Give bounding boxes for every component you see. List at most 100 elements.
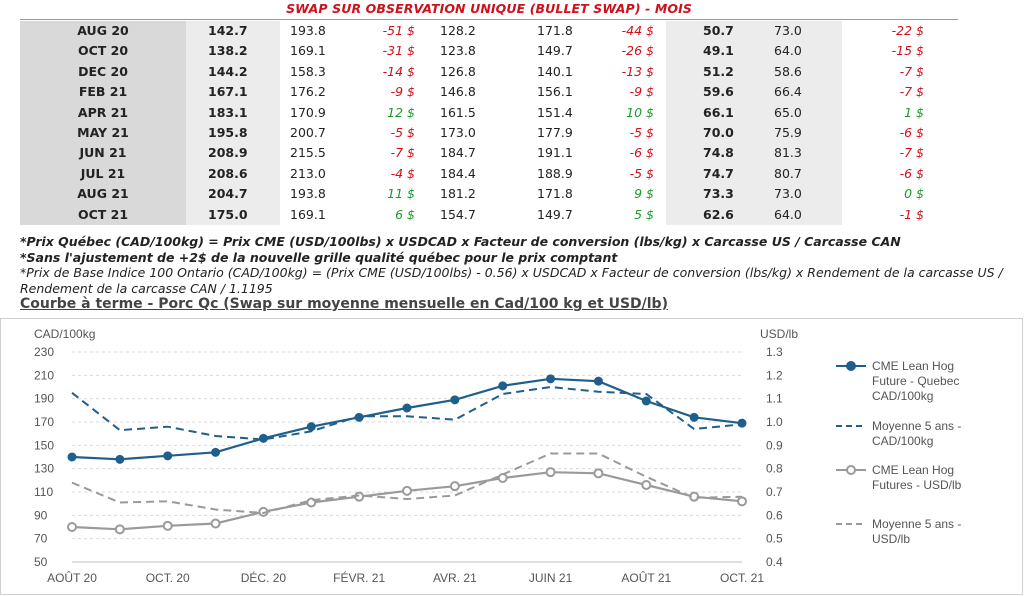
usd-futures-cell: 49.1 <box>703 43 734 59</box>
footnote-prix-ontario: *Prix de Base Indice 100 Ontario (CAD/10… <box>20 265 1003 296</box>
quebec-futures-cell: 142.7 <box>208 23 248 38</box>
ontario-avg-cell: 177.9 <box>537 124 573 140</box>
data-point <box>163 451 173 461</box>
ontario-diff-cell: 10 $ <box>626 104 654 120</box>
y-left-tick-label: 110 <box>34 485 53 499</box>
y-right-tick-label: 1.2 <box>766 368 783 382</box>
y-left-tick-label: 190 <box>34 392 54 406</box>
ontario-futures-cell: 181.2 <box>440 186 476 202</box>
usd-futures-cell: 66.1 <box>703 104 734 120</box>
y-right-tick-label: 0.7 <box>766 485 783 499</box>
y-left-tick-label: 150 <box>34 438 54 452</box>
ontario-avg-cell: 191.1 <box>537 145 573 161</box>
usd-futures-cell: 51.2 <box>703 63 734 79</box>
table-row: OCT 21 175.0 169.1 6 $ 154.7 149.7 5 $ 62.6 64.0… <box>20 204 958 225</box>
x-tick-label: AVR. 21 <box>433 571 477 585</box>
legend-marker <box>846 361 856 371</box>
data-point <box>641 480 652 490</box>
ontario-futures-cell: 128.2 <box>440 23 476 38</box>
ontario-avg-cell: 156.1 <box>537 84 573 100</box>
table-row: MAY 21 195.8 200.7 -5 $ 173.0 177.9 -5 $ 70.0 75… <box>20 122 958 144</box>
y-right-tick-label: 0.9 <box>766 438 783 452</box>
y-right-tick-label: 0.8 <box>766 462 783 476</box>
table-title: SWAP SUR OBSERVATION UNIQUE (BULLET SWAP… <box>286 1 692 16</box>
quebec-futures-cell: 167.1 <box>208 84 248 100</box>
series-line-4 <box>71 452 743 515</box>
footnote-ajustement: *Sans l'ajustement de +2$ de la nouvelle… <box>20 249 618 265</box>
quebec-avg-cell: 170.9 <box>290 104 326 120</box>
ontario-diff-cell: 9 $ <box>634 186 654 202</box>
data-point <box>210 518 221 529</box>
ontario-diff-cell: -5 $ <box>629 165 654 181</box>
ontario-futures-cell: 146.8 <box>440 84 476 100</box>
data-point <box>114 524 125 535</box>
data-point <box>737 418 747 428</box>
x-tick-label: AOÛT 21 <box>621 570 671 585</box>
quebec-avg-cell: 213.0 <box>290 165 326 181</box>
ontario-futures-cell: 161.5 <box>440 104 476 120</box>
data-point <box>737 496 747 507</box>
swap-table: AUG 20 142.7 193.8 -51 $ 128.2 171.8 -44 $ 50.7… <box>20 21 958 225</box>
quebec-diff-cell: -9 $ <box>390 84 415 100</box>
data-point <box>115 454 125 464</box>
ontario-futures-cell: 184.7 <box>440 145 476 161</box>
quebec-diff-cell: 12 $ <box>387 104 415 120</box>
usd-avg-cell: 64.0 <box>774 206 802 222</box>
ontario-avg-cell: 140.1 <box>537 63 573 79</box>
usd-avg-cell: 81.3 <box>774 145 802 161</box>
ontario-futures-cell: 154.7 <box>440 206 476 222</box>
usd-avg-cell: 73.0 <box>774 186 802 202</box>
data-point <box>689 412 699 422</box>
ontario-avg-cell: 149.7 <box>537 206 573 222</box>
ontario-avg-cell: 149.7 <box>537 43 573 59</box>
usd-futures-cell: 62.6 <box>703 206 734 222</box>
ontario-diff-cell: 5 $ <box>634 206 654 222</box>
month-cell: APR 21 <box>20 102 186 123</box>
forward-curve-chart: 50 70 90 110 130 150 170 190 210 230 0.4 0.5 0.6 0.7 0… <box>0 318 1023 595</box>
usd-futures-cell: 59.6 <box>703 84 734 100</box>
ontario-avg-cell: 171.8 <box>537 23 573 38</box>
data-point <box>449 481 460 492</box>
data-point <box>497 473 508 483</box>
quebec-futures-cell: 138.2 <box>208 43 248 59</box>
legend-label: CME Lean Hog Future - Quebec CAD/100kg <box>872 359 959 403</box>
month-cell: DEC 20 <box>20 61 186 83</box>
x-tick-label: OCT. 20 <box>146 571 190 585</box>
data-point <box>545 467 556 478</box>
footnote-prix-quebec: *Prix Québec (CAD/100kg) = Prix CME (USD… <box>20 234 901 249</box>
usd-avg-cell: 65.0 <box>774 104 802 120</box>
usd-diff-cell: -7 $ <box>899 84 924 100</box>
y-left-tick-label: 210 <box>34 368 54 382</box>
table-row: OCT 20 138.2 169.1 -31 $ 123.8 149.7 -26 $ 49.1… <box>20 41 958 62</box>
usd-diff-cell: -1 $ <box>899 206 924 222</box>
ontario-futures-cell: 123.8 <box>440 43 476 59</box>
data-point <box>402 485 412 496</box>
legend-label: Moyenne 5 ans -CAD/100kg <box>872 419 961 448</box>
y-left-tick-label: 170 <box>34 415 54 429</box>
ontario-diff-cell: -5 $ <box>629 124 654 140</box>
table-row: JUN 21 208.9 215.5 -7 $ 184.7 191.1 -6 $ 74.8 81… <box>20 143 958 164</box>
x-tick-label: FÉVR. 21 <box>333 570 385 585</box>
quebec-diff-cell: -7 $ <box>390 145 415 161</box>
month-cell: JUL 21 <box>20 163 186 185</box>
month-cell: AUG 21 <box>20 184 186 205</box>
y-right-tick-label: 0.6 <box>766 508 783 522</box>
legend-marker <box>846 465 856 475</box>
usd-futures-cell: 74.7 <box>703 165 734 181</box>
quebec-futures-cell: 195.8 <box>208 124 248 140</box>
x-tick-label: OCT. 21 <box>720 571 764 585</box>
usd-diff-cell: -6 $ <box>899 124 924 140</box>
y-right-tick-label: 0.5 <box>766 532 783 546</box>
quebec-diff-cell: -4 $ <box>390 165 415 181</box>
data-point <box>211 447 221 457</box>
x-tick-label: JUIN 21 <box>529 571 573 585</box>
y-right-tick-label: 0.4 <box>766 555 783 569</box>
quebec-avg-cell: 200.7 <box>290 124 326 140</box>
usd-diff-cell: -15 $ <box>891 43 924 59</box>
quebec-avg-cell: 176.2 <box>290 84 326 100</box>
x-tick-label: DÉC. 20 <box>241 570 287 585</box>
x-tick-label: AOÛT 20 <box>47 570 97 585</box>
ontario-futures-cell: 184.4 <box>440 165 476 181</box>
y-right-tick-label: 1.0 <box>766 415 783 429</box>
footnotes: *Prix Québec (CAD/100kg) = Prix CME (USD… <box>20 234 1010 296</box>
